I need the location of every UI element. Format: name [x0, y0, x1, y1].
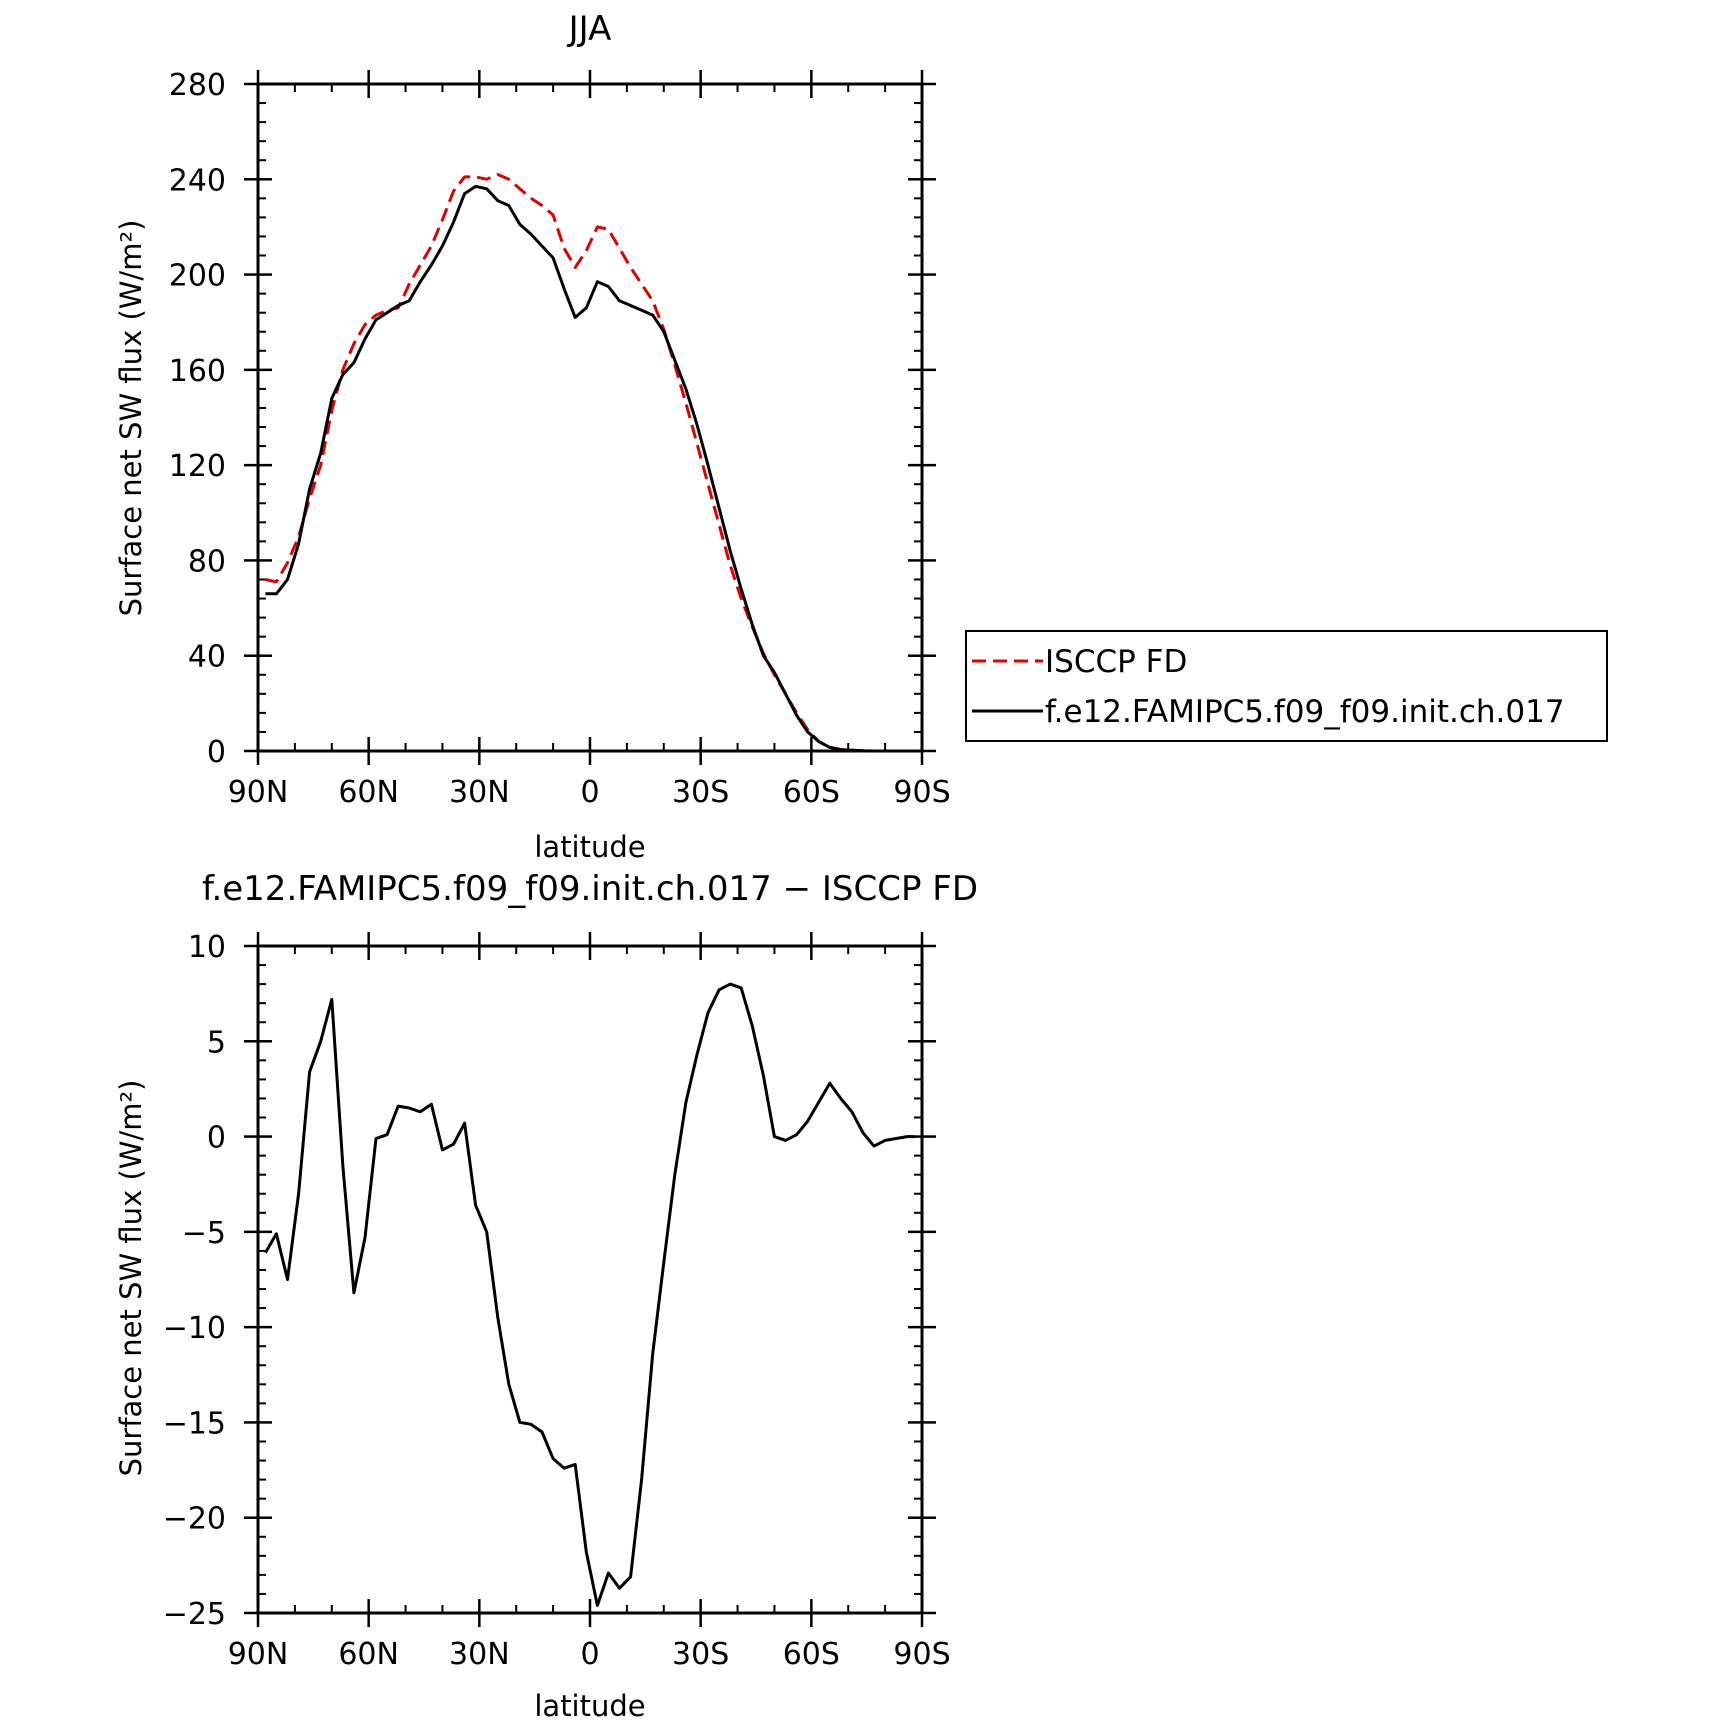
x-tick-label: 30N: [449, 775, 510, 810]
legend-entry-model: f.e12.FAMIPC5.f09_f09.init.ch.017: [1045, 694, 1565, 730]
x-tick-label: 0: [580, 775, 599, 810]
x-tick-label: 30N: [449, 1637, 510, 1672]
y-tick-label: 5: [207, 1025, 226, 1060]
top-plot-frame: [256, 82, 924, 753]
x-tick-label: 30S: [672, 1637, 729, 1672]
top-y-axis-label: Surface net SW flux (W/m²): [114, 220, 148, 617]
bottom-x-axis-label: latitude: [534, 1689, 645, 1723]
top-series-lines: [265, 173, 915, 753]
x-tick-label: 90S: [893, 775, 950, 810]
y-tick-label: −25: [163, 1597, 226, 1632]
series-line-1-0: [264, 982, 915, 1607]
legend-entry-isccp: ISCCP FD: [1045, 644, 1187, 680]
x-tick-label: 0: [580, 1637, 599, 1672]
x-tick-label: 90N: [228, 775, 289, 810]
series-line-0-1: [265, 184, 915, 753]
y-tick-label: −10: [163, 1311, 226, 1346]
top-chart-title: JJA: [567, 9, 612, 49]
top-x-tick-labels: 90N 60N 30N 0 30S 60S 90S: [228, 775, 951, 810]
x-tick-label: 30S: [672, 775, 729, 810]
top-axis-ticks: [244, 70, 936, 765]
top-chart: JJA 90N 60N 30N 0 30S 60S 90S 0 40 80 120 160 200 24…: [114, 9, 951, 864]
y-tick-label: 240: [169, 163, 226, 198]
bottom-chart-title: f.e12.FAMIPC5.f09_f09.init.ch.017 − ISCC…: [202, 869, 978, 909]
y-tick-label: 160: [169, 354, 226, 389]
top-y-tick-labels: 0 40 80 120 160 200 240 280: [169, 68, 226, 770]
bottom-y-tick-labels: −25 −20 −15 −10 −5 0 5 10: [163, 930, 226, 1632]
series-line-0-0: [265, 173, 915, 753]
x-tick-label: 60S: [783, 775, 840, 810]
x-tick-label: 60S: [783, 1637, 840, 1672]
y-tick-label: 120: [169, 449, 226, 484]
bottom-y-axis-label: Surface net SW flux (W/m²): [114, 1080, 148, 1477]
y-tick-label: 80: [188, 544, 226, 579]
bottom-chart: f.e12.FAMIPC5.f09_f09.init.ch.017 − ISCC…: [114, 869, 978, 1723]
y-tick-label: −15: [163, 1406, 226, 1441]
y-tick-label: 0: [207, 1121, 226, 1156]
y-tick-label: 40: [188, 640, 226, 675]
y-tick-label: −5: [182, 1216, 226, 1251]
legend: ISCCP FD f.e12.FAMIPC5.f09_f09.init.ch.0…: [965, 630, 1608, 742]
bottom-x-tick-labels: 90N 60N 30N 0 30S 60S 90S: [228, 1637, 951, 1672]
x-tick-label: 60N: [338, 1637, 399, 1672]
top-x-axis-label: latitude: [534, 830, 645, 864]
y-tick-label: 0: [207, 735, 226, 770]
bottom-axis-ticks: [244, 932, 936, 1627]
x-tick-label: 60N: [338, 775, 399, 810]
x-tick-label: 90N: [228, 1637, 289, 1672]
y-tick-label: −20: [163, 1502, 226, 1537]
y-tick-label: 280: [169, 68, 226, 103]
y-tick-label: 200: [169, 259, 226, 294]
bottom-series-lines: [264, 982, 915, 1607]
x-tick-label: 90S: [893, 1637, 950, 1672]
y-tick-label: 10: [188, 930, 226, 965]
legend-box: [965, 630, 1608, 742]
